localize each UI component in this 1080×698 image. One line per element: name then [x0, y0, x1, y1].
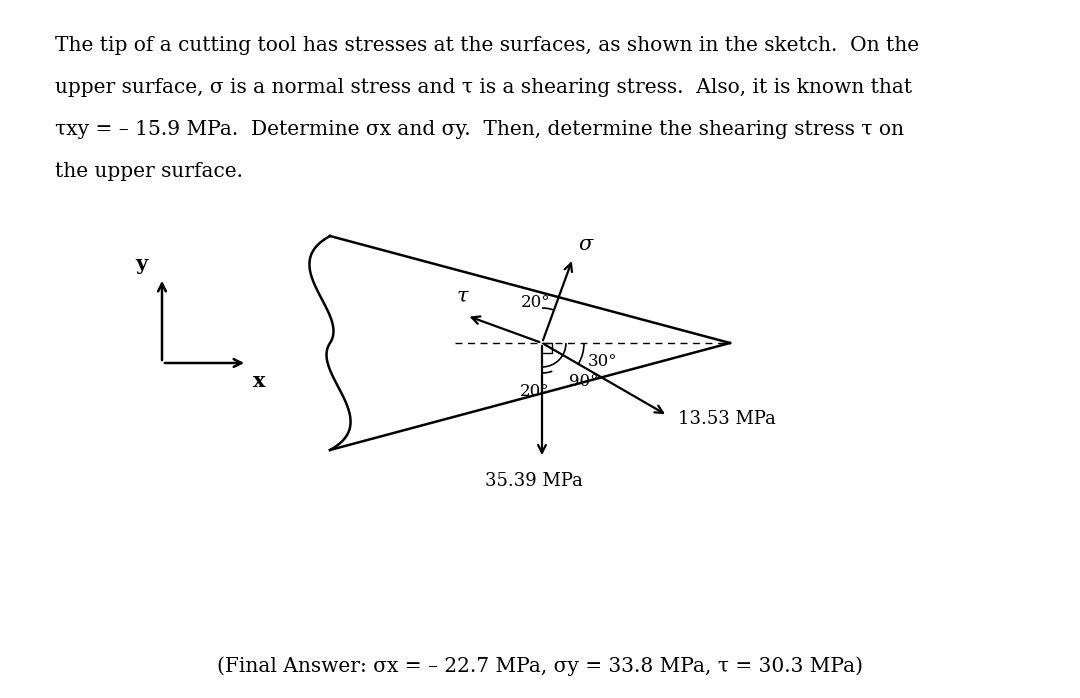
Text: y: y — [135, 254, 147, 274]
Text: 30°: 30° — [588, 352, 618, 369]
Text: 35.39 MPa: 35.39 MPa — [485, 472, 583, 490]
Text: 90°: 90° — [569, 373, 598, 390]
Text: σ: σ — [579, 235, 593, 255]
Text: upper surface, σ is a normal stress and τ is a shearing stress.  Also, it is kno: upper surface, σ is a normal stress and … — [55, 78, 913, 97]
Text: (Final Answer: σx = – 22.7 MPa, σy = 33.8 MPa, τ = 30.3 MPa): (Final Answer: σx = – 22.7 MPa, σy = 33.… — [217, 656, 863, 676]
Text: 20°: 20° — [522, 294, 551, 311]
Text: 20°: 20° — [519, 383, 550, 400]
Text: τxy = – 15.9 MPa.  Determine σx and σy.  Then, determine the shearing stress τ o: τxy = – 15.9 MPa. Determine σx and σy. T… — [55, 120, 904, 139]
Text: the upper surface.: the upper surface. — [55, 162, 243, 181]
Text: x: x — [253, 371, 266, 391]
Text: The tip of a cutting tool has stresses at the surfaces, as shown in the sketch. : The tip of a cutting tool has stresses a… — [55, 36, 919, 55]
Text: 13.53 MPa: 13.53 MPa — [677, 410, 775, 429]
Text: τ: τ — [457, 287, 469, 306]
